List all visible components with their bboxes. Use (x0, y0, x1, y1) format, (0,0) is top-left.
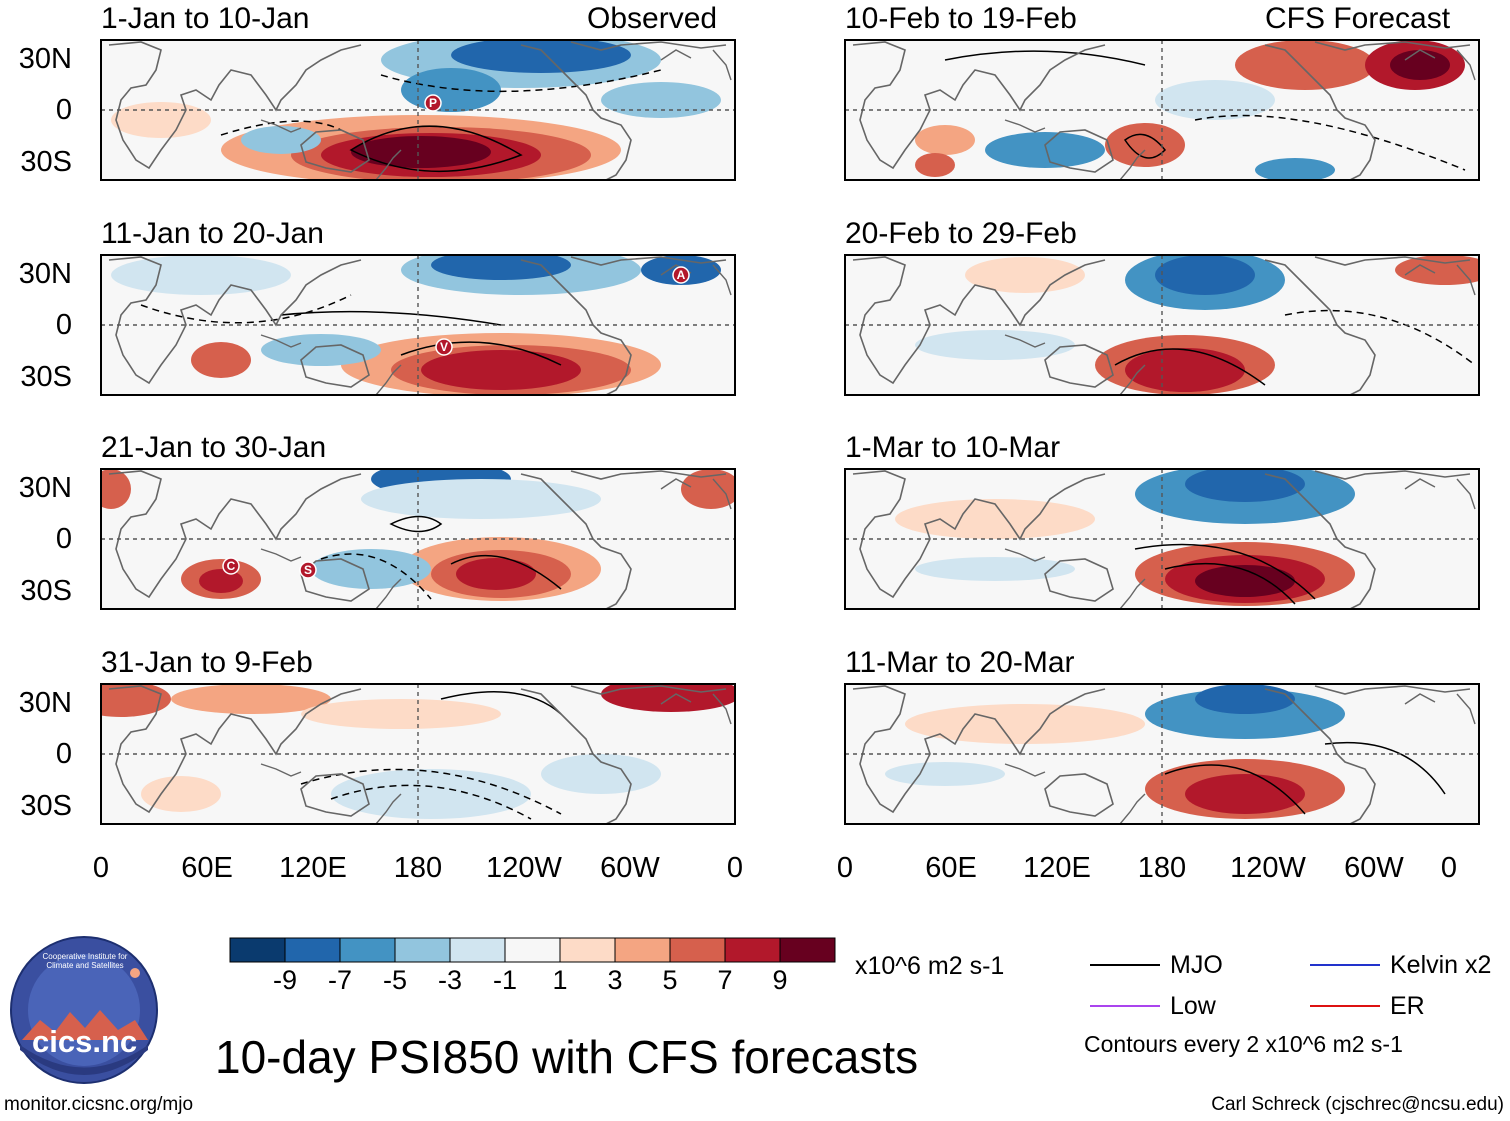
panel-tag-observed: Observed (587, 2, 718, 35)
marker-a: A (677, 268, 686, 282)
colorbar-swatch (724, 937, 781, 963)
colorbar-swatch (504, 937, 561, 963)
lon-label: 60W (1344, 852, 1404, 884)
logo-ring-text: Cooperative Institute for Climate and Sa… (42, 952, 128, 970)
panel-left-3 (100, 468, 736, 610)
lat-label-30n: 30N (18, 43, 72, 75)
colorbar-swatch (284, 937, 341, 963)
lon-label: 0 (836, 852, 854, 884)
lon-label: 120E (279, 852, 347, 884)
panel-title-right-2: 20-Feb to 29-Feb (845, 217, 1077, 250)
colorbar-tick-label: 3 (607, 965, 623, 995)
colorbar-tick-label: 5 (662, 965, 678, 995)
colorbar-tick-label: 1 (552, 965, 568, 995)
panel-left-1 (100, 39, 736, 181)
lat-label-eq: 0 (55, 94, 72, 126)
colorbar-tick-label: -9 (272, 965, 297, 995)
colorbar-swatch (559, 937, 616, 963)
colorbar-swatch (779, 937, 836, 963)
panel-tag-cfs-forecast: CFS Forecast (1265, 2, 1451, 35)
panel-left-2 (100, 254, 736, 396)
lon-label: 0 (92, 852, 110, 884)
lon-label: 0 (726, 852, 744, 884)
legend-label-mjo: MJO (1170, 951, 1223, 979)
panel-title-left-3: 21-Jan to 30-Jan (101, 431, 327, 464)
panel-title-left-1: 1-Jan to 10-Jan (101, 2, 310, 35)
lat-label-30s: 30S (20, 146, 72, 178)
colorbar-swatch (669, 937, 726, 963)
panel-title-right-1: 10-Feb to 19-Feb (845, 2, 1077, 35)
lon-label: 120E (1023, 852, 1091, 884)
legend-note: Contours every 2 x10^6 m2 s-1 (1084, 1031, 1403, 1057)
panel-right-4 (844, 683, 1480, 825)
legend-label-er: ER (1390, 992, 1425, 1020)
event-markers: P A V C S (222, 94, 690, 579)
colorbar-swatch (394, 937, 451, 963)
colorbar-units: x10^6 m2 s-1 (855, 952, 1005, 980)
lat-label-30s: 30S (20, 575, 72, 607)
marker-s: S (304, 563, 312, 577)
footer-credit: Carl Schreck (cjschrec@ncsu.edu) (1211, 1094, 1504, 1115)
panel-right-1 (844, 39, 1480, 181)
lat-label-30n: 30N (18, 472, 72, 504)
marker-p: P (429, 96, 437, 110)
panel-right-3 (844, 468, 1480, 610)
lat-label-eq: 0 (55, 309, 72, 341)
footer-url[interactable]: monitor.cicsnc.org/mjo (4, 1094, 194, 1115)
lon-label: 60E (925, 852, 977, 884)
lat-label-eq: 0 (55, 738, 72, 770)
panel-left-4 (100, 683, 736, 825)
colorbar-tick-label: -1 (492, 965, 517, 995)
panel-title-left-4: 31-Jan to 9-Feb (101, 646, 313, 679)
lat-label-30s: 30S (20, 361, 72, 393)
lon-label: 120W (486, 852, 562, 884)
lon-label: 60E (181, 852, 233, 884)
colorbar (229, 937, 836, 963)
lon-label: 180 (393, 852, 443, 884)
lon-label: 60W (600, 852, 660, 884)
panel-right-2 (844, 254, 1480, 396)
marker-c: C (227, 559, 236, 573)
colorbar-swatch (229, 937, 286, 963)
legend-label-low: Low (1170, 992, 1216, 1020)
panel-title-right-3: 1-Mar to 10-Mar (845, 431, 1061, 464)
marker-v: V (440, 340, 448, 354)
main-title: 10-day PSI850 with CFS forecasts (215, 1031, 919, 1083)
colorbar-swatch (614, 937, 671, 963)
lat-label-eq: 0 (55, 523, 72, 555)
logo-text: cics.nc (32, 1024, 138, 1059)
colorbar-swatch (449, 937, 506, 963)
colorbar-tick-label: -7 (327, 965, 352, 995)
cics-logo (10, 936, 158, 1084)
lon-label: 180 (1137, 852, 1187, 884)
colorbar-tick-label: 9 (772, 965, 788, 995)
lon-label: 120W (1230, 852, 1306, 884)
lat-label-30n: 30N (18, 687, 72, 719)
lat-label-30n: 30N (18, 258, 72, 290)
legend-label-kelvin: Kelvin x2 (1390, 951, 1492, 979)
colorbar-swatch (339, 937, 396, 963)
lon-label: 0 (1440, 852, 1458, 884)
lat-label-30s: 30S (20, 790, 72, 822)
colorbar-tick-label: -5 (382, 965, 407, 995)
colorbar-tick-label: -3 (437, 965, 462, 995)
colorbar-tick-label: 7 (717, 965, 733, 995)
panel-title-left-2: 11-Jan to 20-Jan (101, 217, 324, 250)
panel-title-right-4: 11-Mar to 20-Mar (845, 646, 1075, 679)
